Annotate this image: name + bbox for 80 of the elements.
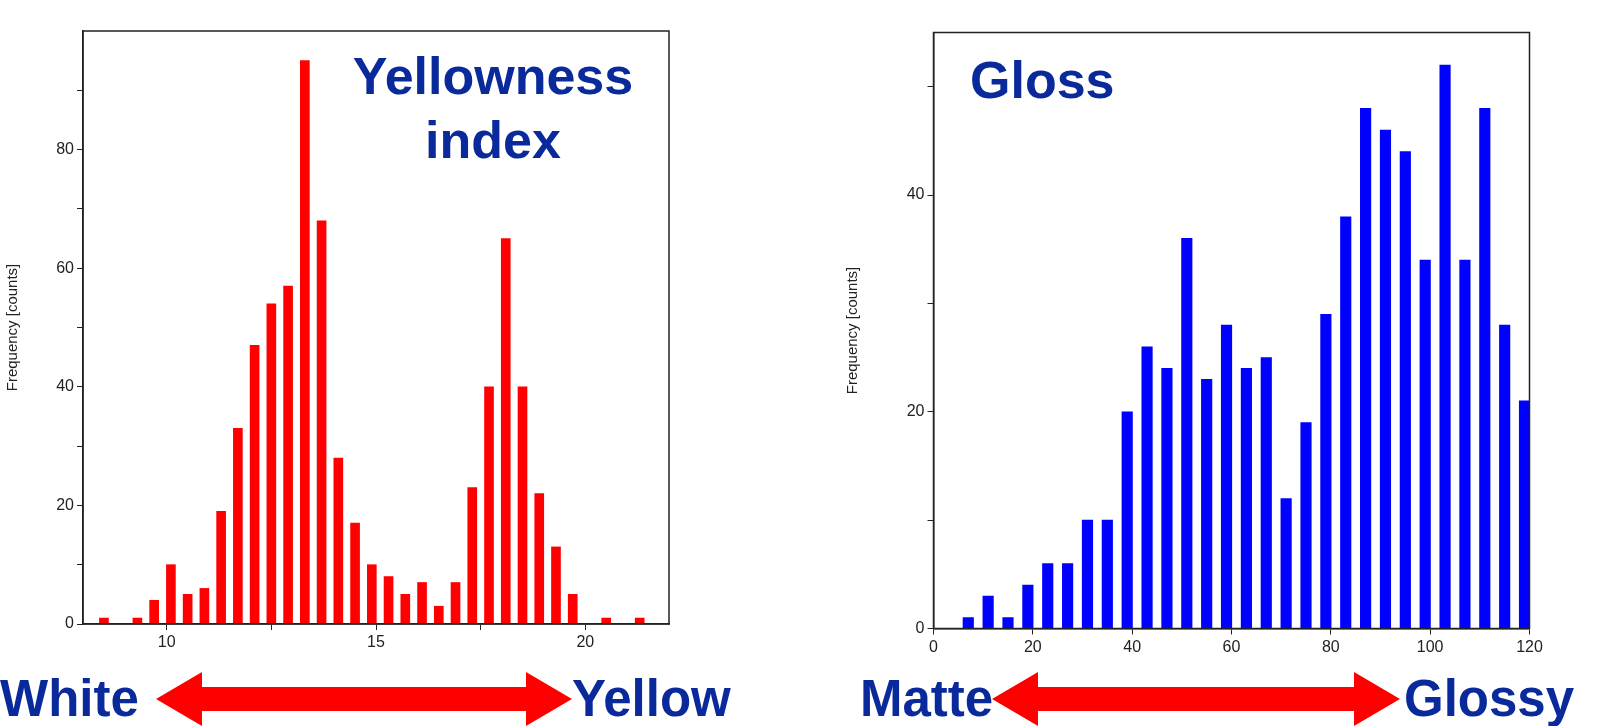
- bar: [1340, 216, 1352, 629]
- bar: [1042, 563, 1054, 629]
- y-tick-label: 20: [906, 402, 925, 420]
- bar: [1062, 563, 1074, 629]
- x-tick-label: 120: [1516, 637, 1543, 655]
- x-tick-label: 40: [1123, 637, 1142, 655]
- bar: [233, 427, 243, 624]
- x-tick-label: 80: [1321, 637, 1340, 655]
- bar: [1240, 368, 1252, 629]
- bar: [417, 582, 427, 624]
- bar: [467, 487, 478, 624]
- y-axis-title: Frequency [counts]: [843, 266, 861, 395]
- bar: [333, 457, 344, 624]
- bar: [1161, 368, 1173, 629]
- bar: [1360, 108, 1372, 629]
- y-tick-label: 0: [65, 614, 75, 632]
- bar: [1499, 324, 1511, 629]
- x-tick-label: 0: [929, 637, 939, 655]
- bar: [1101, 519, 1113, 629]
- bar: [400, 594, 411, 624]
- bar: [350, 522, 360, 624]
- bar: [1081, 519, 1094, 629]
- bar: [484, 386, 494, 624]
- text: Yellow: [572, 670, 731, 726]
- bar: [149, 599, 159, 624]
- chart-title: Gloss: [970, 51, 1115, 110]
- bar: [1320, 313, 1332, 629]
- bar: [433, 605, 444, 624]
- bar: [366, 564, 377, 624]
- bar: [551, 546, 561, 624]
- y-tick-label: 80: [56, 140, 75, 158]
- bar: [199, 588, 210, 624]
- bar: [500, 238, 511, 624]
- text: White: [0, 670, 139, 726]
- bar: [567, 594, 578, 624]
- bar: [1300, 422, 1312, 629]
- bar: [1439, 64, 1451, 629]
- bar: [1141, 346, 1153, 629]
- bar: [1280, 498, 1292, 629]
- text: Yellowness index: [352, 47, 634, 170]
- bar: [266, 303, 277, 624]
- bar: [383, 576, 394, 624]
- text: Matte: [860, 670, 994, 726]
- bar: [1022, 584, 1034, 629]
- bar: [1201, 378, 1213, 629]
- bar: [1459, 259, 1471, 629]
- bar: [1518, 400, 1530, 629]
- bar: [1002, 617, 1014, 629]
- bar: [166, 564, 176, 624]
- bar: [1181, 238, 1193, 629]
- y-tick-label: 40: [56, 377, 75, 395]
- bar: [534, 493, 545, 624]
- y-tick-label: 0: [915, 618, 925, 636]
- bar: [1379, 129, 1392, 629]
- bar: [216, 511, 226, 624]
- x-tick-label: 20: [1023, 637, 1042, 655]
- bar: [1399, 151, 1411, 629]
- bar: [283, 285, 293, 624]
- bar: [982, 595, 994, 629]
- bar: [1479, 108, 1491, 629]
- bar: [1220, 324, 1233, 629]
- x-tick-label: 60: [1222, 637, 1241, 655]
- y-tick-label: 20: [56, 495, 75, 513]
- bar: [249, 344, 260, 624]
- x-tick-label: 15: [367, 633, 385, 651]
- x-tick-label: 10: [157, 633, 176, 651]
- y-tick-label: 40: [906, 185, 925, 203]
- bar: [1260, 357, 1272, 629]
- bar: [1419, 259, 1431, 629]
- bar: [300, 60, 310, 624]
- y-axis-title: Frequency [counts]: [3, 263, 21, 392]
- bar: [1121, 411, 1133, 629]
- x-tick-label: 20: [576, 633, 595, 651]
- bar: [450, 582, 461, 624]
- bar: [517, 386, 528, 624]
- x-tick-label: 100: [1416, 637, 1444, 655]
- bar: [316, 220, 327, 624]
- y-tick-label: 60: [56, 258, 75, 276]
- bar: [962, 617, 974, 629]
- bar: [182, 594, 193, 624]
